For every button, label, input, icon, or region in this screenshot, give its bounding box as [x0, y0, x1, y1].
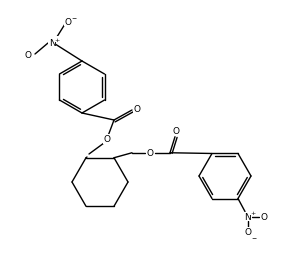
Text: O: O — [244, 227, 252, 236]
Text: O: O — [133, 105, 140, 114]
Text: +: + — [54, 37, 60, 42]
Text: O: O — [65, 18, 72, 26]
Text: −: − — [251, 234, 257, 239]
Text: O: O — [147, 149, 154, 158]
Text: N: N — [244, 212, 251, 221]
Text: −: − — [71, 15, 76, 20]
Text: O: O — [260, 212, 267, 221]
Text: O: O — [24, 50, 32, 59]
Text: O: O — [103, 135, 110, 144]
Text: O: O — [173, 127, 180, 136]
Text: +: + — [250, 210, 256, 215]
Text: N: N — [49, 38, 55, 47]
